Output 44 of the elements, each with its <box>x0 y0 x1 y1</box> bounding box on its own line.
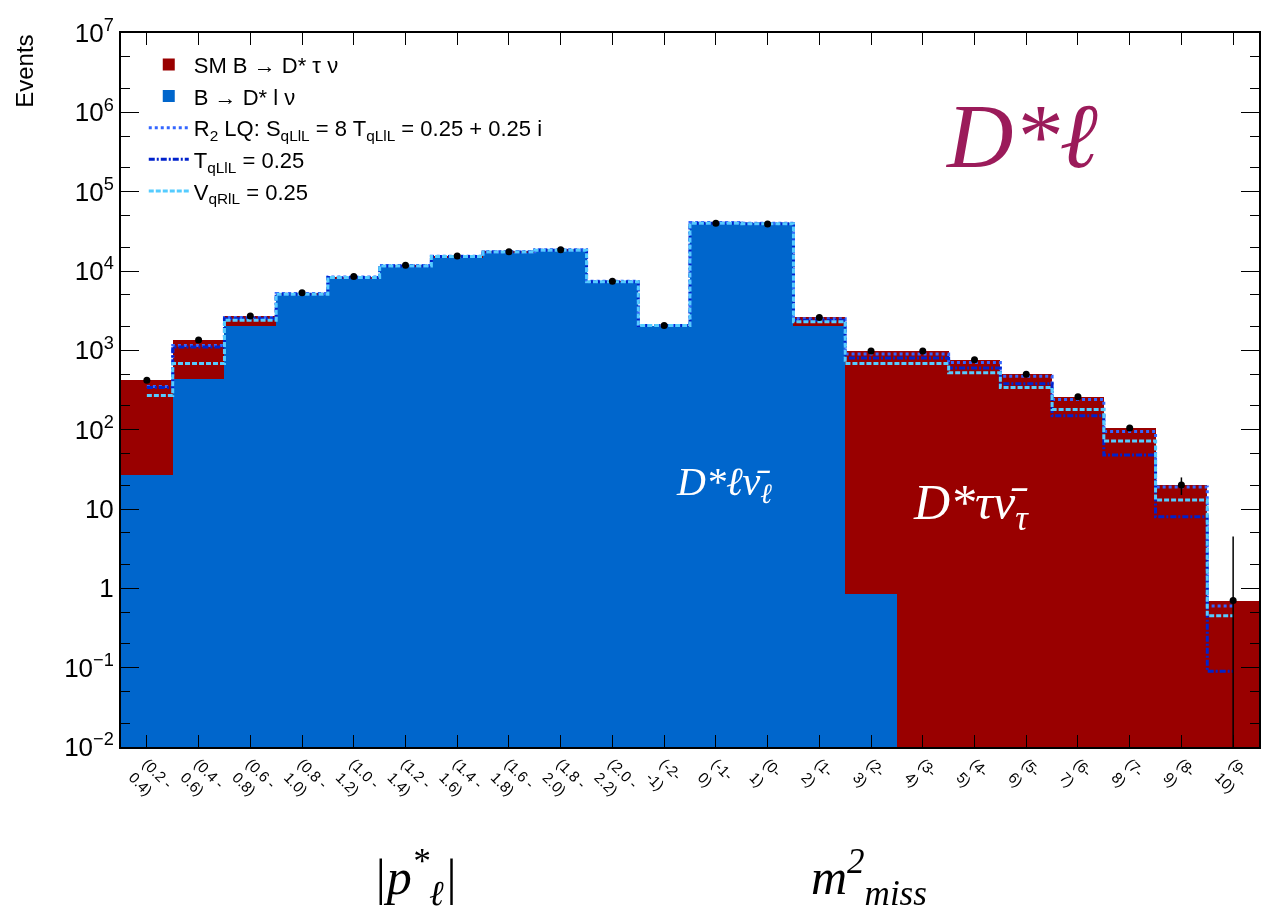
text: |p$^{*}$$_{ℓ}$| <box>373 842 458 913</box>
y-axis-title: Events <box>10 34 38 108</box>
x-tick-label: (-1- 0) <box>694 754 737 791</box>
x-tick-label: (1.4 - 1.6) <box>436 754 487 799</box>
x-tick-label: (2- 3) <box>849 754 889 791</box>
y-tick-label: 10 <box>84 494 114 525</box>
y-tick-label: 10$^{6}$ <box>74 94 114 128</box>
x-tick-label: (3- 4) <box>901 754 941 791</box>
legend-label: R$_{2}$ LQ: S$_{qLlL}$ = 8 T$_{qLlL}$ = 0.25 + 0.25 i <box>193 116 543 144</box>
x-tick-label: (1- 2) <box>798 754 837 791</box>
point <box>1177 481 1185 489</box>
x-tick-label: (-2- -1) <box>642 754 686 794</box>
x-tick-label: (0.4 - 0.6) <box>177 754 228 799</box>
x-tick-label: (8- 9) <box>1160 754 1199 791</box>
x-tick-label: (1.0 - 1.2) <box>332 754 384 799</box>
y-tick-label: 1 <box>99 573 114 604</box>
x-tick-label: (0- 1) <box>746 754 786 791</box>
y-tick-label: 10$^{4}$ <box>74 253 114 287</box>
legend-label: SM B → D* τ ν <box>193 53 339 79</box>
x-tick-label: (9- 10) <box>1211 754 1251 797</box>
x-tick-label: (1.6 - 1.8) <box>487 754 539 799</box>
y-tick-label: 10$^{−2}$ <box>64 729 114 763</box>
legend-label: B → D* l ν <box>193 84 296 110</box>
x-tick-label: (6- 7) <box>1056 754 1096 791</box>
point <box>1229 597 1237 605</box>
x-tick-label: (0.6 - 0.8) <box>229 754 280 799</box>
x-tick-label: (7- 8) <box>1108 754 1148 791</box>
y-tick-label: 10$^{3}$ <box>74 332 114 366</box>
legend-label: T$_{qLlL}$ = 0.25 <box>193 147 305 176</box>
y-tick-label: 10$^{7}$ <box>74 15 114 49</box>
x-tick-label: (2.0 - 2.2) <box>591 754 642 799</box>
y-tick-label: 10$^{5}$ <box>74 173 114 207</box>
x-tick-label: (5- 6) <box>1005 754 1044 791</box>
x-tick-label: (4- 5) <box>953 754 993 791</box>
legend-label: V$_{qRlL}$ = 0.25 <box>193 179 308 208</box>
x-tick-label: (0.8 - 1.0) <box>280 754 332 799</box>
x-tick-label: (1.8 - 2.0) <box>539 754 591 799</box>
y-tick-label: 10$^{2}$ <box>74 411 114 445</box>
annotation: D*ℓν̄$_{ℓ}$ <box>676 459 773 510</box>
annotation: D*ℓ <box>945 85 1098 187</box>
x-tick-label: (0.2 - 0.4) <box>125 754 177 799</box>
y-tick-label: 10$^{−1}$ <box>64 649 114 683</box>
annotation: D*τν̄$_{τ}$ <box>913 474 1030 538</box>
x-tick-label: (1.2 - 1.4) <box>384 754 435 799</box>
